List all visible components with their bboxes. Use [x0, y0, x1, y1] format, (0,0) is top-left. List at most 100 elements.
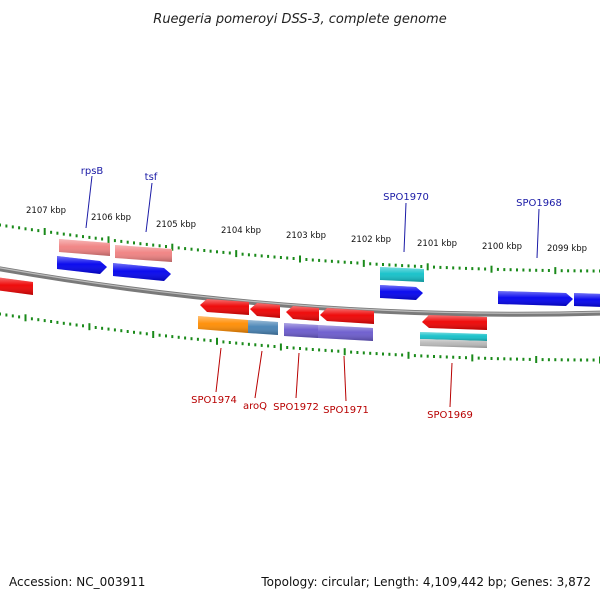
- minor-tick: [528, 268, 531, 272]
- gene-aroQ[interactable]: [250, 303, 280, 318]
- topology-text: Topology: circular; Length: 4,109,442 bp…: [260, 575, 591, 589]
- minor-tick: [547, 358, 550, 362]
- minor-tick: [254, 253, 257, 257]
- gene-label-aroQ[interactable]: aroQ: [243, 401, 267, 412]
- gene-label-SPO1974[interactable]: SPO1974: [191, 395, 237, 406]
- gene-prev-reverse[interactable]: [0, 277, 33, 295]
- minor-tick: [62, 321, 65, 325]
- minor-tick: [579, 269, 582, 273]
- gene-SPO1971[interactable]: [320, 308, 374, 324]
- gene-rpsB[interactable]: [57, 256, 107, 274]
- minor-tick: [279, 256, 282, 259]
- minor-tick: [228, 251, 231, 255]
- gene-SPO1969-lower-gray[interactable]: [420, 339, 487, 348]
- minor-tick: [0, 223, 1, 227]
- gene-labels: rpsB tsf SPO1970 SPO1968 SPO1974 aroQ SP…: [81, 166, 562, 421]
- minor-tick: [145, 332, 148, 336]
- minor-tick: [222, 250, 225, 254]
- gene-SPO1971-lower[interactable]: [318, 325, 373, 341]
- minor-tick: [203, 249, 206, 252]
- minor-tick: [433, 265, 435, 269]
- gene-SPO1969[interactable]: [422, 315, 487, 330]
- minor-tick: [528, 357, 531, 361]
- gene-tsf[interactable]: [113, 263, 171, 281]
- minor-tick: [541, 358, 544, 362]
- gene-SPO1972[interactable]: [286, 306, 319, 321]
- gene-SPO1968[interactable]: [498, 291, 573, 306]
- gene-label-rpsB[interactable]: rpsB: [81, 166, 104, 177]
- leader-line: [254, 350, 263, 399]
- minor-tick: [311, 348, 314, 351]
- minor-tick: [222, 340, 225, 344]
- minor-tick: [496, 357, 499, 361]
- minor-tick: [165, 245, 167, 248]
- minor-tick: [522, 268, 525, 272]
- gene-label-SPO1968[interactable]: SPO1968: [516, 198, 562, 209]
- gene-label-SPO1970[interactable]: SPO1970: [383, 192, 429, 203]
- minor-tick: [292, 257, 295, 260]
- minor-tick: [267, 254, 270, 258]
- gene-SPO1969-lower-cyan[interactable]: [420, 332, 487, 341]
- minor-tick: [369, 351, 372, 355]
- minor-tick: [535, 268, 538, 272]
- gene-rpsB-upper[interactable]: [59, 239, 110, 256]
- minor-tick: [177, 246, 180, 250]
- major-tick: [88, 323, 91, 331]
- major-tick: [152, 331, 155, 338]
- minor-tick: [420, 265, 423, 268]
- minor-tick: [11, 225, 14, 229]
- kbp-label: 2102 kbp: [351, 235, 391, 245]
- gene-label-SPO1971[interactable]: SPO1971: [323, 405, 369, 416]
- gene-label-tsf[interactable]: tsf: [145, 172, 158, 183]
- minor-tick: [107, 327, 110, 331]
- minor-tick: [209, 249, 212, 253]
- minor-tick: [75, 323, 78, 327]
- gene-next-forward[interactable]: [574, 293, 600, 307]
- major-tick: [490, 265, 493, 273]
- minor-tick: [292, 346, 295, 350]
- minor-tick: [209, 339, 212, 343]
- minor-tick: [5, 313, 8, 317]
- minor-tick: [445, 266, 448, 270]
- minor-tick: [452, 355, 455, 359]
- accession-text: Accession: NC_003911: [9, 575, 145, 589]
- lower-tick-row: [0, 312, 600, 364]
- minor-tick: [522, 357, 525, 361]
- minor-tick: [484, 267, 487, 271]
- minor-tick: [203, 338, 206, 342]
- leader-line: [343, 355, 347, 402]
- minor-tick: [0, 312, 1, 316]
- minor-tick: [126, 330, 129, 333]
- minor-tick: [337, 349, 340, 353]
- major-tick: [43, 228, 46, 235]
- gene-label-SPO1972[interactable]: SPO1972: [273, 402, 319, 413]
- gene-tsf-upper[interactable]: [115, 245, 172, 262]
- minor-tick: [260, 254, 263, 258]
- minor-tick: [330, 349, 333, 353]
- gene-aroQ-lower[interactable]: [248, 320, 278, 335]
- minor-tick: [426, 354, 429, 358]
- minor-tick: [318, 258, 321, 262]
- minor-tick: [56, 320, 59, 324]
- minor-tick: [82, 235, 84, 239]
- minor-tick: [247, 253, 250, 257]
- gene-SPO1974-lower[interactable]: [198, 316, 248, 333]
- minor-tick: [490, 357, 493, 360]
- gene-SPO1970[interactable]: [380, 285, 423, 300]
- minor-tick: [273, 345, 276, 348]
- minor-tick: [579, 358, 582, 362]
- minor-tick: [190, 247, 193, 251]
- gene-label-SPO1969[interactable]: SPO1969: [427, 410, 473, 421]
- minor-tick: [465, 356, 467, 360]
- minor-tick: [465, 266, 467, 270]
- minor-tick: [554, 358, 557, 362]
- minor-tick: [5, 224, 8, 228]
- gene-SPO1974[interactable]: [200, 299, 249, 315]
- minor-tick: [196, 337, 199, 341]
- gene-SPO1972-lower[interactable]: [284, 323, 318, 338]
- minor-tick: [445, 355, 448, 359]
- gene-SPO1970-upper[interactable]: [380, 267, 424, 282]
- leader-line: [215, 347, 222, 393]
- minor-tick: [394, 353, 397, 357]
- minor-tick: [94, 236, 97, 240]
